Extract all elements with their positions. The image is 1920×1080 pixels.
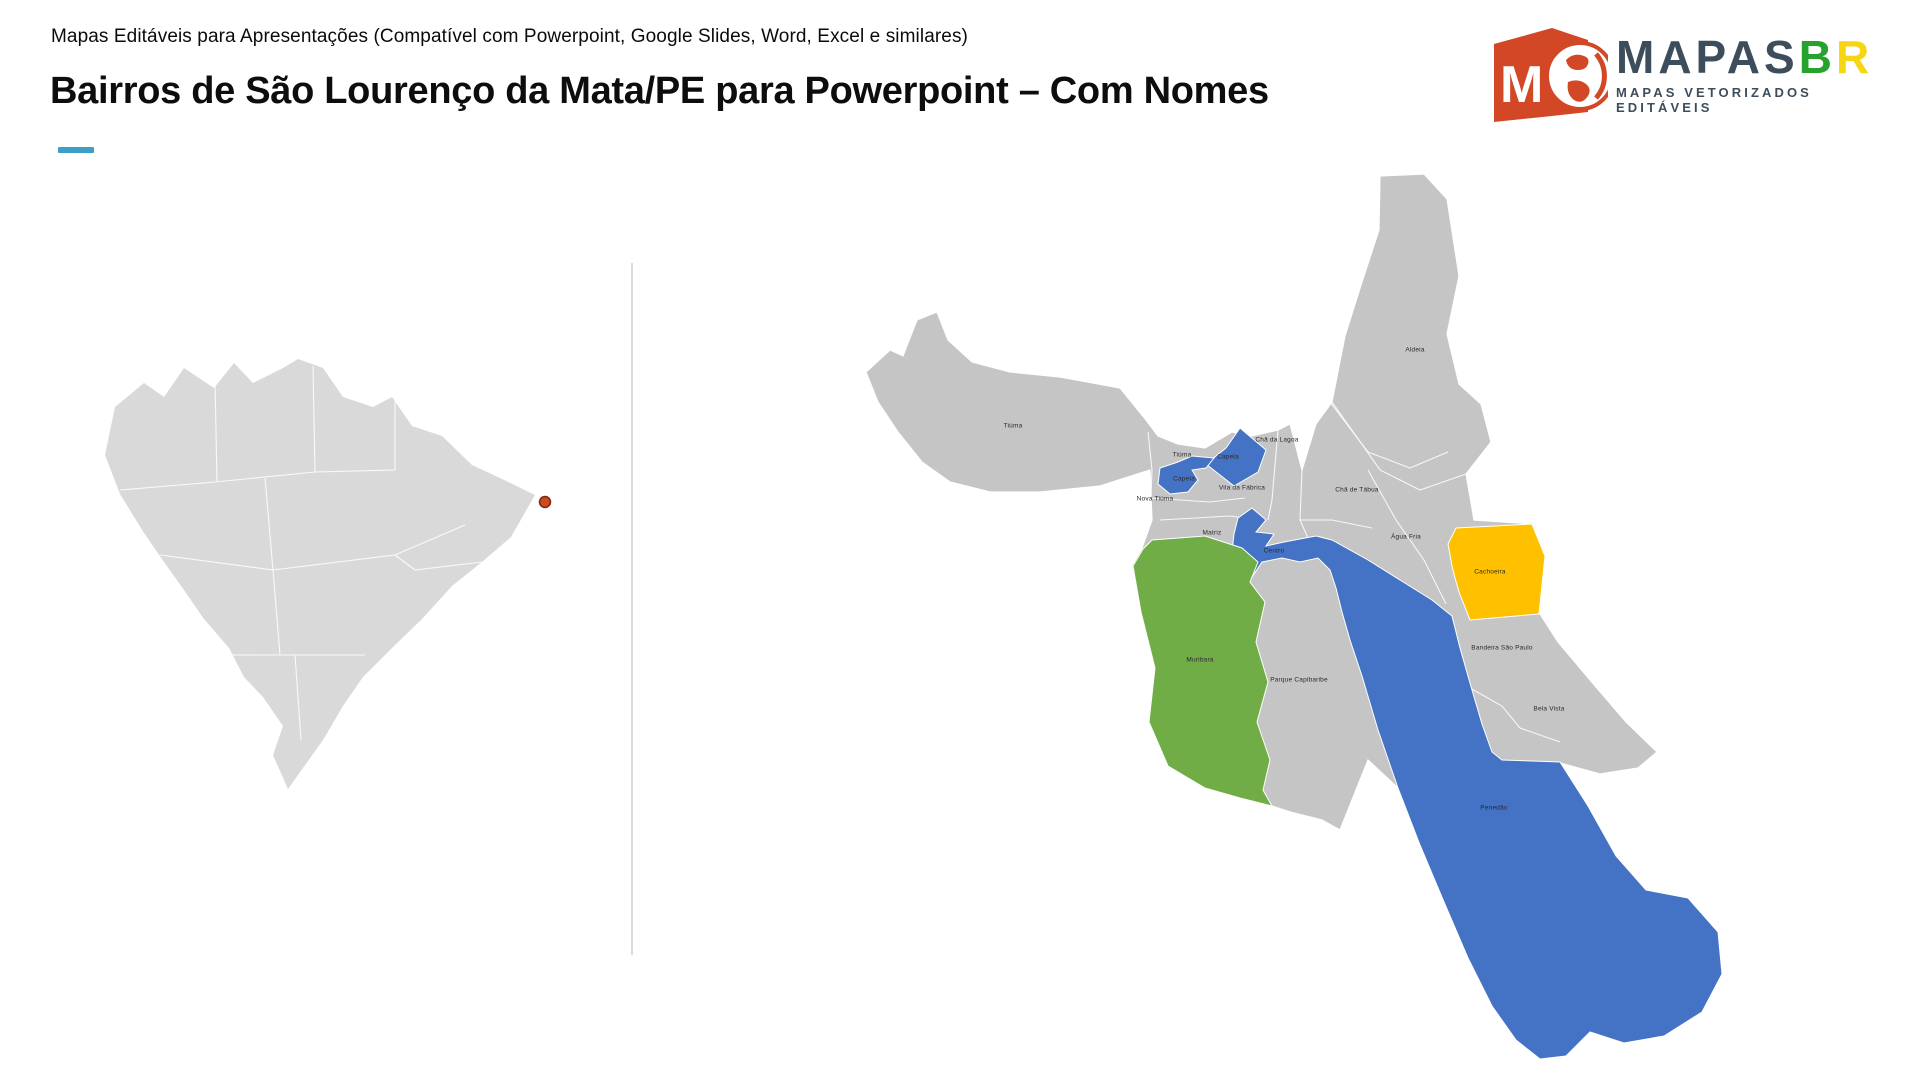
neighbourhood-map xyxy=(865,173,1723,1060)
region-label: Chã de Tábua xyxy=(1335,486,1379,494)
logo-letter-b: B xyxy=(1798,30,1836,83)
region-muribara xyxy=(1132,535,1274,807)
region-capela-main xyxy=(1205,427,1267,487)
region-label: Chã da Lagoa xyxy=(1255,436,1299,444)
mapasbr-logo: M MAPASBR MAPAS VETORIZADOS EDITÁVEIS xyxy=(1488,24,1874,124)
region-label: Aldeia xyxy=(1405,346,1425,354)
svg-text:M: M xyxy=(1500,56,1543,114)
logo-subtitle: MAPAS VETORIZADOS EDITÁVEIS xyxy=(1616,84,1812,115)
region-label: Parque Capibaribe xyxy=(1270,676,1328,684)
logo-letter-r: R xyxy=(1835,30,1874,83)
brazil-state-borders xyxy=(119,365,483,741)
header-tagline: Mapas Editáveis para Apresentações (Comp… xyxy=(51,26,968,47)
region-label: Muribara xyxy=(1186,656,1214,664)
region-capela-small xyxy=(1157,455,1215,495)
region-label: Vila da Fábrica xyxy=(1218,484,1266,492)
city-location-marker xyxy=(538,495,552,509)
region-label: Tiúma xyxy=(1172,451,1192,459)
brazil-silhouette xyxy=(105,359,535,789)
logo-word-mapas: MAPAS xyxy=(1616,30,1799,83)
page-title: Bairros de São Lourenço da Mata/PE para … xyxy=(50,70,1269,112)
vertical-divider xyxy=(631,263,633,955)
title-accent-dash xyxy=(58,147,94,153)
region-cachoeira xyxy=(1447,523,1546,621)
region-label: Bela Vista xyxy=(1533,705,1565,713)
region-label: Capela xyxy=(1173,475,1195,483)
region-label: Cachoeira xyxy=(1474,568,1506,576)
region-label: Tiúma xyxy=(1003,422,1023,430)
region-label: Matriz xyxy=(1202,529,1222,537)
region-label: Capela xyxy=(1217,453,1239,461)
region-label: Nova Tiúma xyxy=(1136,495,1174,503)
region-label: Bandeira São Paulo xyxy=(1471,644,1533,652)
region-label: Centro xyxy=(1263,547,1285,555)
logo-wordmark: MAPASBR xyxy=(1616,34,1874,80)
region-label: Água Fria xyxy=(1391,533,1421,541)
folded-map-globe-icon: M xyxy=(1494,28,1608,122)
brazil-locator-map xyxy=(105,359,552,789)
region-label: Penedão xyxy=(1480,804,1508,812)
region-centro-penedao xyxy=(1231,507,1723,1060)
